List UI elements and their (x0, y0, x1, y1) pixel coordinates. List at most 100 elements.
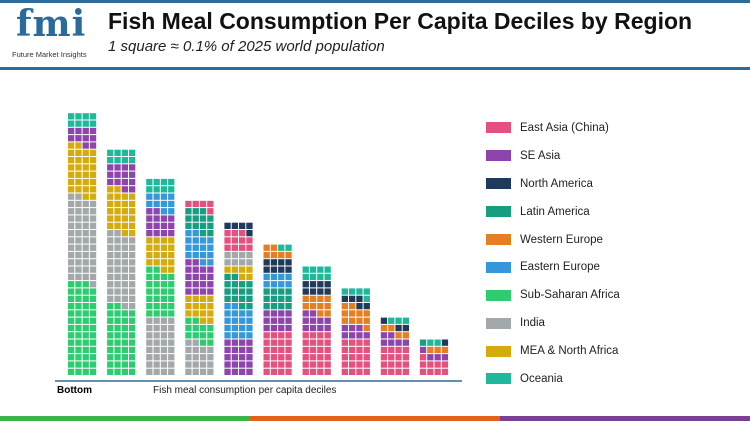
x-axis-start-label: Bottom (57, 385, 92, 396)
waffle-square (129, 244, 136, 251)
waffle-square (349, 368, 356, 375)
waffle-square (224, 354, 231, 361)
waffle-square (153, 368, 160, 375)
waffle-square (129, 368, 136, 375)
waffle-square (129, 295, 136, 302)
waffle-square (231, 251, 238, 259)
waffle-square (263, 303, 270, 310)
waffle-square (146, 215, 153, 222)
waffle-square (114, 164, 121, 171)
waffle-square (278, 310, 285, 317)
decile-column-5 (224, 222, 253, 375)
waffle-square (278, 354, 285, 361)
waffle-square (441, 361, 449, 368)
waffle-square (207, 266, 214, 273)
waffle-square (107, 332, 114, 339)
waffle-square (89, 346, 97, 354)
waffle-square (129, 171, 136, 178)
waffle-square (82, 361, 89, 368)
waffle-square (239, 346, 246, 354)
waffle-square (89, 208, 97, 215)
waffle-square (75, 171, 82, 178)
waffle-square (168, 354, 175, 361)
legend-item: SE Asia (486, 142, 620, 170)
waffle-square (153, 273, 160, 281)
waffle-square (419, 339, 427, 346)
waffle-square (68, 339, 75, 346)
waffle-square (89, 339, 97, 346)
waffle-square (168, 186, 175, 193)
waffle-square (168, 324, 175, 332)
waffle-square (68, 354, 75, 361)
waffle-square (75, 222, 82, 229)
waffle-square (231, 346, 238, 354)
waffle-square (129, 178, 136, 186)
waffle-square (324, 346, 331, 354)
waffle-square (89, 215, 97, 222)
waffle-square (207, 288, 214, 295)
waffle-square (395, 332, 402, 339)
waffle-square (68, 230, 75, 237)
waffle-square (89, 237, 97, 244)
waffle-square (146, 186, 153, 193)
waffle-square (146, 251, 153, 259)
waffle-square (114, 273, 121, 281)
waffle-square (246, 354, 253, 361)
waffle-square (263, 281, 270, 288)
waffle-square (82, 193, 89, 200)
waffle-square (419, 361, 427, 368)
waffle-square (302, 368, 309, 375)
waffle-square (146, 346, 153, 354)
waffle-square (231, 368, 238, 375)
waffle-square (68, 317, 75, 324)
waffle-square (363, 303, 370, 310)
waffle-square (317, 281, 324, 288)
waffle-square (199, 237, 207, 244)
header-divider (0, 67, 750, 70)
waffle-square (168, 295, 175, 302)
waffle-square (231, 303, 238, 310)
waffle-square (207, 368, 214, 375)
waffle-square (129, 157, 136, 164)
waffle-square (285, 251, 292, 259)
footer-stripe-purple (500, 416, 750, 421)
waffle-square (192, 317, 199, 324)
waffle-square (114, 288, 121, 295)
waffle-square (239, 244, 246, 251)
waffle-square (185, 266, 192, 273)
waffle-square (89, 251, 97, 259)
waffle-square (107, 273, 114, 281)
waffle-square (114, 346, 121, 354)
waffle-square (224, 324, 231, 332)
waffle-square (75, 149, 82, 156)
waffle-square (129, 222, 136, 229)
waffle-square (114, 266, 121, 273)
waffle-square (302, 354, 309, 361)
waffle-square (75, 273, 82, 281)
waffle-square (278, 332, 285, 339)
waffle-square (160, 178, 168, 186)
waffle-square (68, 244, 75, 251)
waffle-square (224, 361, 231, 368)
waffle-square (82, 303, 89, 310)
waffle-square (192, 222, 199, 229)
waffle-square (121, 149, 128, 156)
waffle-square (185, 251, 192, 259)
waffle-square (160, 251, 168, 259)
legend-item: Sub-Saharan Africa (486, 281, 620, 309)
waffle-square (75, 368, 82, 375)
waffle-square (349, 310, 356, 317)
waffle-square (121, 251, 128, 259)
waffle-square (75, 354, 82, 361)
waffle-square (89, 142, 97, 149)
waffle-square (270, 303, 278, 310)
waffle-square (68, 120, 75, 127)
waffle-square (246, 259, 253, 266)
waffle-square (239, 361, 246, 368)
waffle-square (89, 193, 97, 200)
waffle-square (356, 346, 363, 354)
waffle-square (68, 200, 75, 208)
waffle-square (388, 346, 395, 354)
waffle-square (68, 361, 75, 368)
waffle-square (239, 222, 246, 229)
